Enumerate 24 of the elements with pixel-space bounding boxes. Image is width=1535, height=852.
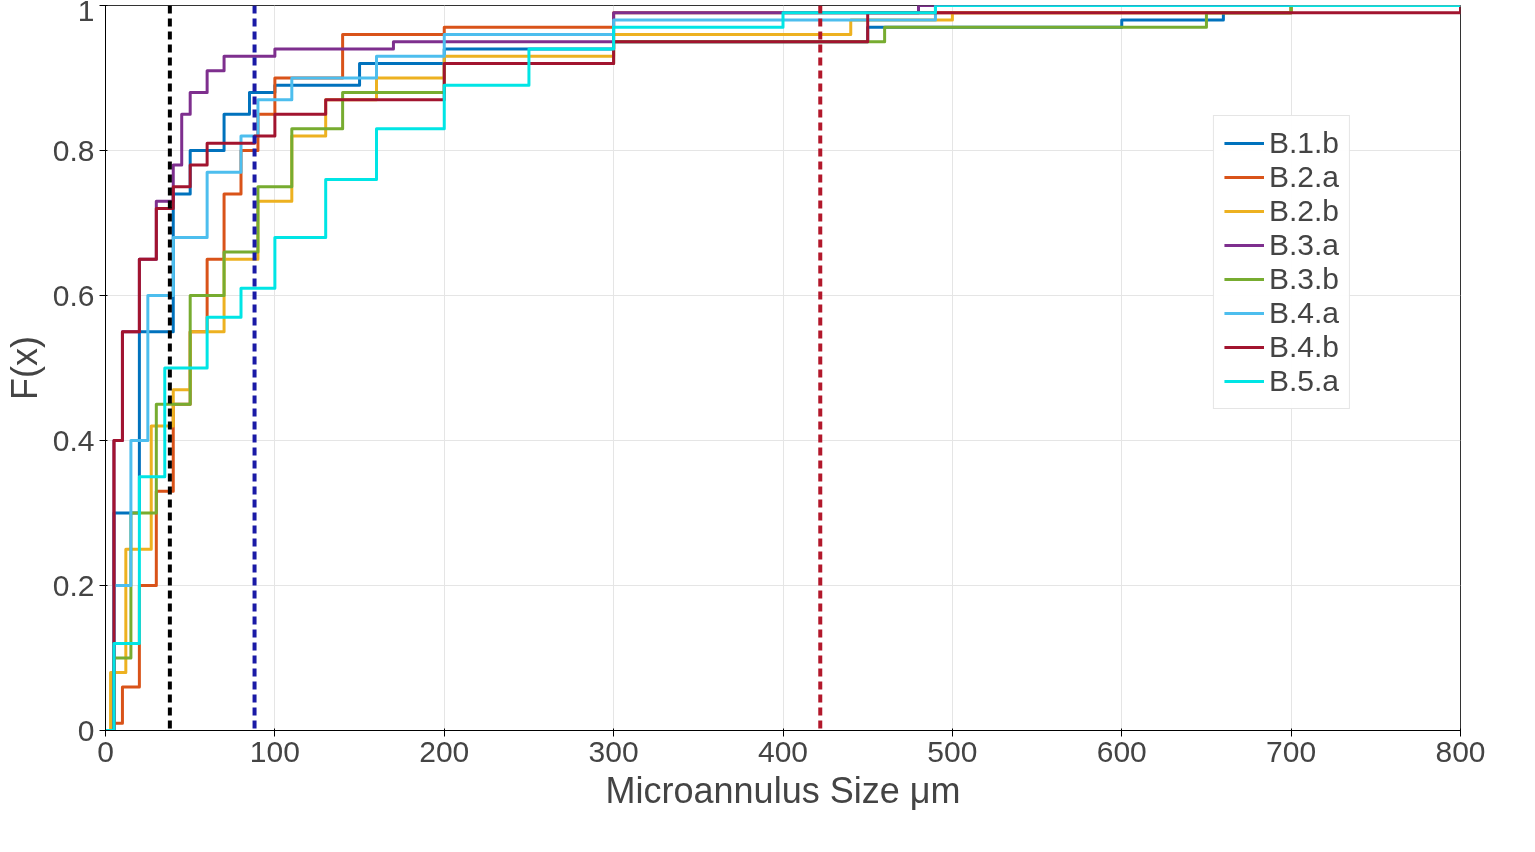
legend-label: B.4.b (1268, 330, 1339, 364)
x-tick-label: 300 (588, 734, 639, 768)
legend-label: B.5.a (1268, 364, 1339, 398)
y-tick-label: 0.8 (52, 133, 95, 167)
x-tick-label: 800 (1435, 734, 1486, 768)
y-axis-title: F(x) (3, 336, 45, 400)
x-axis-title: Microannulus Size μm (605, 769, 961, 811)
y-tick-label: 0.6 (52, 278, 95, 312)
x-tick-label: 600 (1096, 734, 1147, 768)
y-tick-label: 0.2 (52, 568, 95, 602)
x-tick-label: 500 (927, 734, 978, 768)
legend-label: B.2.b (1268, 194, 1339, 228)
legend-label: B.3.b (1268, 262, 1339, 296)
y-tick-label: 0.4 (52, 423, 95, 457)
x-tick-label: 200 (419, 734, 470, 768)
y-tick-label: 1 (77, 0, 95, 27)
x-tick-label: 100 (249, 734, 300, 768)
x-tick-label: 700 (1266, 734, 1317, 768)
legend-label: B.1.b (1268, 126, 1339, 160)
legend-label: B.4.a (1268, 296, 1339, 330)
x-tick-label: 400 (757, 734, 809, 768)
legend-label: B.3.a (1268, 228, 1339, 262)
legend-label: B.2.a (1268, 160, 1339, 194)
y-tick-label: 0 (77, 713, 95, 747)
